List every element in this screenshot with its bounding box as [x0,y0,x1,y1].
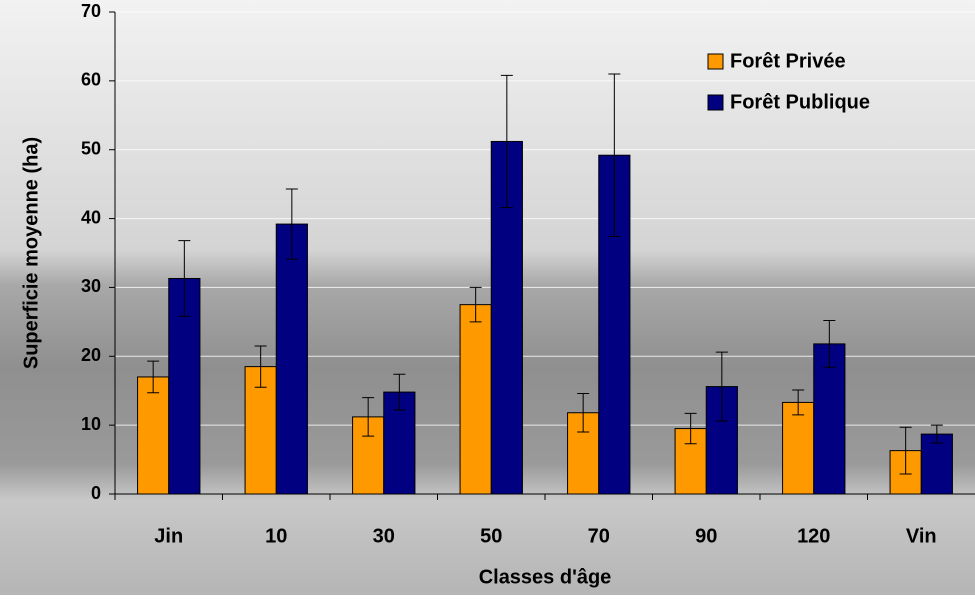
x-tick-label: Vin [906,525,937,547]
y-axis-title: Superficie moyenne (ha) [20,137,42,369]
error-bar [792,389,805,416]
y-tick-label: 0 [91,483,101,503]
x-axis-title: Classes d'âge [479,566,612,588]
bar [244,366,277,495]
error-bar [147,360,160,394]
bar [813,343,846,495]
x-tick-label: Jin [154,525,183,547]
error-bar [684,412,697,445]
error-bar [285,188,298,260]
error-bar [500,74,513,209]
error-bar [254,345,267,388]
error-bar [178,240,191,317]
y-tick-label: 20 [81,345,101,365]
error-bar [715,351,728,422]
y-tick-label: 60 [81,70,101,90]
error-bar [577,392,590,433]
error-bar [899,426,912,475]
x-tick-label: 10 [265,525,287,547]
y-tick-label: 70 [81,1,101,21]
x-tick-label: 30 [373,525,395,547]
x-tick-label: 120 [797,525,830,547]
x-tick-label: 70 [588,525,610,547]
error-bar [362,397,375,437]
bar [137,376,170,495]
error-bar [823,319,836,368]
error-bar [930,424,943,444]
bar [459,304,492,495]
bar [920,433,953,495]
error-bar [469,286,482,323]
x-tick-label: 50 [480,525,502,547]
error-bar [608,73,621,237]
bar [275,223,308,495]
y-tick-label: 10 [81,414,101,434]
bar [782,401,815,495]
y-tick-label: 50 [81,138,101,158]
legend-swatch [707,53,724,70]
legend-label: Forêt Privée [730,50,846,72]
legend-swatch [707,94,724,111]
y-tick-label: 30 [81,276,101,296]
error-bar [393,373,406,411]
x-tick-label: 90 [695,525,717,547]
y-tick-label: 40 [81,207,101,227]
legend-label: Forêt Publique [730,91,870,113]
